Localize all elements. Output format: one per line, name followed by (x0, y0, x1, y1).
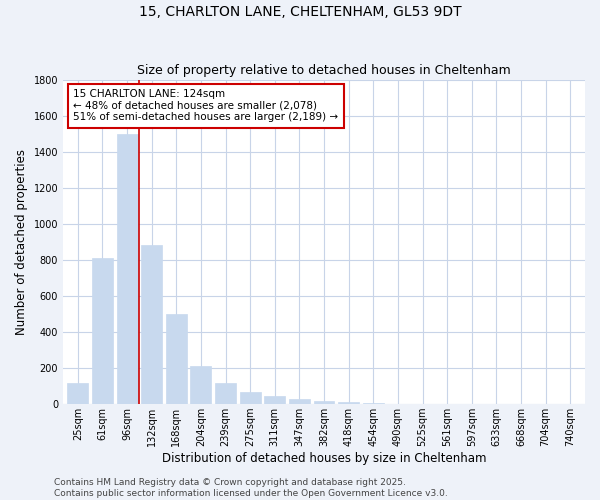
Bar (314, 400, 334, 404)
Text: 15 CHARLTON LANE: 124sqm
← 48% of detached houses are smaller (2,078)
51% of sem: 15 CHARLTON LANE: 124sqm ← 48% of detach… (73, 90, 338, 122)
Bar (239, 392, 260, 404)
Bar (215, 384, 236, 404)
Bar (92, 258, 113, 404)
Bar (289, 399, 310, 404)
Title: Size of property relative to detached houses in Cheltenham: Size of property relative to detached ho… (137, 64, 511, 77)
Bar (116, 134, 137, 404)
Bar (166, 314, 187, 404)
X-axis label: Distribution of detached houses by size in Cheltenham: Distribution of detached houses by size … (162, 452, 486, 465)
Text: Contains HM Land Registry data © Crown copyright and database right 2025.
Contai: Contains HM Land Registry data © Crown c… (54, 478, 448, 498)
Y-axis label: Number of detached properties: Number of detached properties (15, 149, 28, 335)
Bar (265, 396, 285, 404)
Text: 15, CHARLTON LANE, CHELTENHAM, GL53 9DT: 15, CHARLTON LANE, CHELTENHAM, GL53 9DT (139, 5, 461, 19)
Bar (141, 246, 162, 404)
Bar (190, 366, 211, 404)
Bar (338, 402, 359, 404)
Bar (67, 382, 88, 404)
